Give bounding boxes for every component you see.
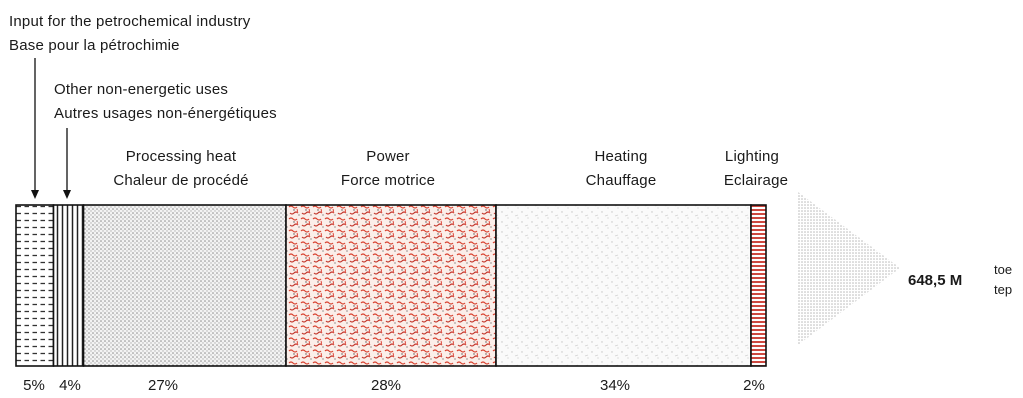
pct-label-processing-heat: 27% bbox=[147, 377, 179, 394]
label-non-energetic-fr: Autres usages non-énergétiques bbox=[54, 105, 277, 122]
label-processing-heat-en: Processing heat bbox=[125, 148, 237, 165]
label-petrochemical-en: Input for the petrochemical industry bbox=[9, 13, 251, 30]
pct-label-lighting: 2% bbox=[743, 377, 765, 394]
total-unit-fr: tep bbox=[994, 282, 1013, 297]
stacked-bar bbox=[15, 204, 767, 367]
bar-segment-heating bbox=[495, 204, 752, 367]
pct-label-heating: 34% bbox=[599, 377, 631, 394]
total-unit-en: toe bbox=[994, 262, 1013, 277]
bar-segment-lighting bbox=[750, 204, 767, 367]
pct-label-petrochemical: 5% bbox=[23, 377, 45, 394]
label-heating-en: Heating bbox=[594, 148, 648, 165]
label-heating-fr: Chauffage bbox=[585, 172, 657, 189]
label-non-energetic-en: Other non-energetic uses bbox=[54, 81, 229, 98]
label-power-en: Power bbox=[366, 148, 410, 165]
total-value: 648,5 M bbox=[908, 272, 963, 289]
total-arrow bbox=[798, 192, 900, 345]
label-processing-heat-fr: Chaleur de procédé bbox=[113, 172, 249, 189]
bar-segment-petrochemical bbox=[15, 204, 55, 367]
label-petrochemical-fr: Base pour la pétrochimie bbox=[9, 37, 180, 54]
pct-label-non-energetic: 4% bbox=[59, 377, 81, 394]
label-power-fr: Force motrice bbox=[340, 172, 436, 189]
callout-arrows bbox=[31, 58, 71, 199]
label-lighting-en: Lighting bbox=[724, 148, 780, 165]
bar-segment-power bbox=[285, 204, 497, 367]
bar-segment-non-energetic bbox=[52, 204, 85, 367]
label-lighting-fr: Eclairage bbox=[723, 172, 789, 189]
bar-segment-processing-heat bbox=[82, 204, 287, 367]
pct-label-power: 28% bbox=[370, 377, 402, 394]
